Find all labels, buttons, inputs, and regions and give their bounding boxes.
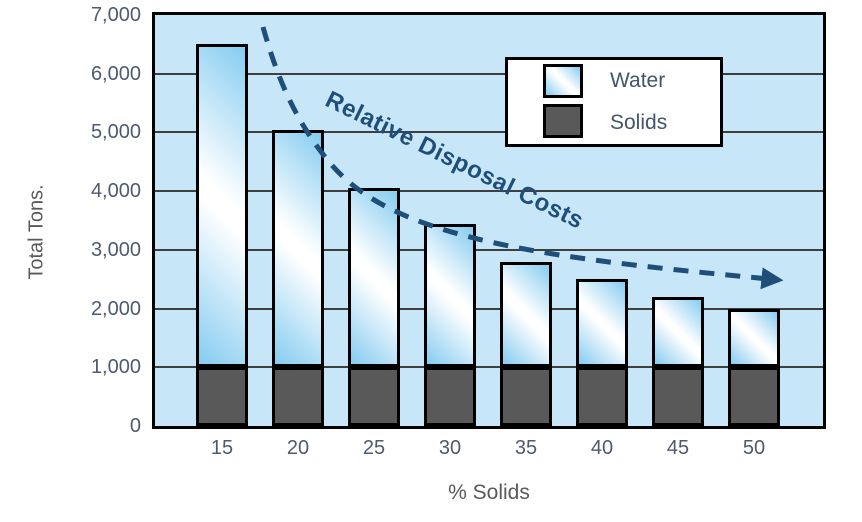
x-tick-35: 35	[514, 437, 538, 459]
legend: Water Solids	[505, 57, 723, 147]
bar-segment-solids-45	[652, 367, 704, 426]
bar-segment-water-30	[424, 223, 476, 368]
y-tick-2000: 2,000	[90, 297, 141, 320]
bar-segment-solids-50	[728, 367, 780, 426]
legend-label-solids: Solids	[610, 111, 668, 134]
y-tick-0: 0	[129, 415, 141, 437]
bar-segment-water-40	[576, 279, 628, 368]
gridline-1000	[155, 366, 823, 369]
x-axis-title: % Solids	[448, 481, 530, 504]
x-tick-30: 30	[438, 437, 462, 459]
x-tick-25: 25	[362, 437, 386, 459]
bar-segment-water-45	[652, 296, 704, 368]
y-tick-1000: 1,000	[90, 356, 141, 379]
bar-segment-water-25	[348, 188, 400, 368]
y-tick-5000: 5,000	[90, 121, 141, 144]
x-tick-20: 20	[286, 437, 310, 459]
y-tick-4000: 4,000	[90, 180, 141, 203]
bar-segment-solids-20	[272, 367, 324, 426]
legend-swatch-solids	[543, 104, 583, 138]
y-tick-6000: 6,000	[90, 62, 141, 85]
bar-segment-water-15	[196, 44, 248, 368]
x-tick-50: 50	[742, 437, 766, 459]
y-tick-7000: 7,000	[90, 4, 141, 26]
plot-area	[152, 12, 826, 429]
legend-swatch-water	[543, 64, 583, 98]
bar-segment-solids-30	[424, 367, 476, 426]
bar-segment-solids-35	[500, 367, 552, 426]
x-tick-45: 45	[666, 437, 690, 459]
gridline-2000	[155, 307, 823, 310]
x-tick-15: 15	[210, 437, 234, 459]
bar-segment-water-50	[728, 308, 780, 368]
gridline-3000	[155, 248, 823, 251]
bar-segment-solids-15	[196, 367, 248, 426]
bar-segment-water-20	[272, 129, 324, 368]
x-tick-40: 40	[590, 437, 614, 459]
legend-label-water: Water	[610, 69, 666, 92]
bar-segment-solids-40	[576, 367, 628, 426]
y-tick-3000: 3,000	[90, 238, 141, 261]
bar-segment-water-35	[500, 261, 552, 368]
bar-segment-solids-25	[348, 367, 400, 426]
